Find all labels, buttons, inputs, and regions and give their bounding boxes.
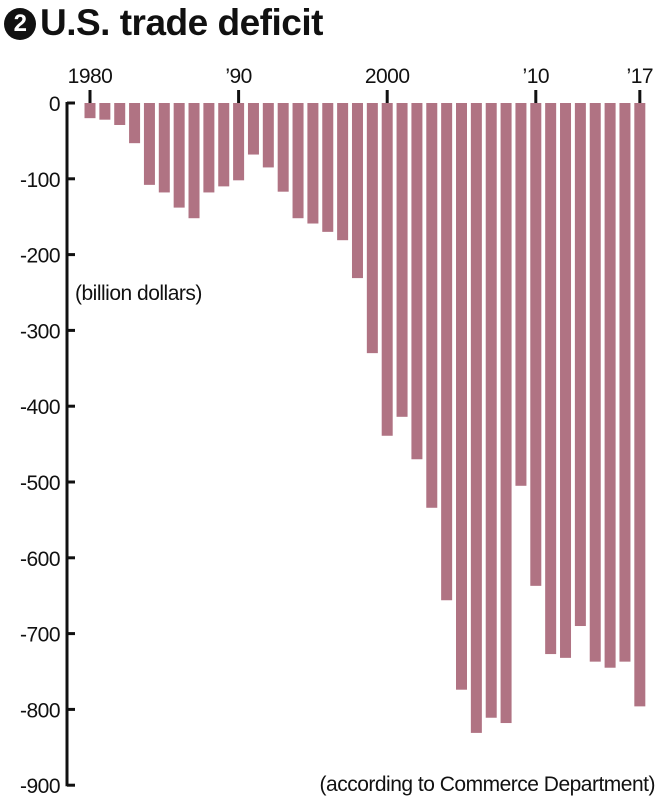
bar-1985: [158, 103, 170, 193]
bar-1999: [366, 103, 378, 354]
title-text: U.S. trade deficit: [40, 2, 323, 43]
bar-2015: [604, 103, 616, 668]
bar-2000: [381, 103, 393, 436]
bar-2004: [441, 103, 453, 601]
bar-1989: [218, 103, 230, 187]
bar-2003: [426, 103, 438, 508]
bar-1990: [233, 103, 245, 181]
bar-1996: [322, 103, 334, 232]
bar-1988: [203, 103, 215, 193]
bar-2011: [545, 103, 557, 655]
bar-1986: [173, 103, 185, 208]
y-tick-label: -100: [20, 169, 60, 192]
chart-title: 2 U.S. trade deficit: [4, 2, 323, 44]
bar-1995: [307, 103, 319, 224]
title-number-badge: 2: [4, 8, 36, 40]
bar-1992: [262, 103, 274, 168]
y-tick-label: -800: [20, 699, 60, 722]
bar-1987: [188, 103, 200, 219]
y-tick-label: -400: [20, 396, 60, 419]
bar-1982: [114, 103, 126, 125]
y-tick-label: -700: [20, 624, 60, 647]
x-tick-label: 2000: [365, 65, 410, 88]
x-tick-label: ’17: [627, 65, 654, 88]
bar-1998: [351, 103, 363, 279]
bar-2013: [574, 103, 586, 627]
y-tick-label: -300: [20, 320, 60, 343]
bar-1997: [337, 103, 349, 241]
bar-2009: [515, 103, 527, 486]
bar-2012: [560, 103, 572, 658]
y-tick-label: -900: [20, 775, 60, 798]
bar-1983: [129, 103, 141, 144]
y-tick-label: 0: [49, 93, 60, 116]
y-tick-label: -500: [20, 472, 60, 495]
y-tick-label: -200: [20, 245, 60, 268]
x-tick-label: ’10: [523, 65, 550, 88]
unit-label: (billion dollars): [75, 282, 202, 305]
source-note: (according to Commerce Department): [320, 773, 655, 796]
bar-2017: [634, 103, 646, 707]
bar-1993: [277, 103, 289, 192]
bar-2001: [396, 103, 408, 417]
bar-2002: [411, 103, 423, 460]
bar-2006: [470, 103, 482, 733]
bar-1984: [143, 103, 155, 185]
bar-2016: [619, 103, 631, 662]
bar-2007: [485, 103, 497, 718]
bar-1994: [292, 103, 304, 219]
bar-1980: [84, 103, 96, 119]
bar-2005: [456, 103, 467, 690]
bar-2014: [589, 103, 601, 662]
x-tick-label: 1980: [68, 65, 113, 88]
x-tick-label: ’90: [225, 65, 252, 88]
bar-1981: [99, 103, 111, 120]
y-tick-label: -600: [20, 548, 60, 571]
bar-2008: [500, 103, 512, 724]
bar-1991: [247, 103, 259, 155]
bar-2010: [530, 103, 542, 586]
